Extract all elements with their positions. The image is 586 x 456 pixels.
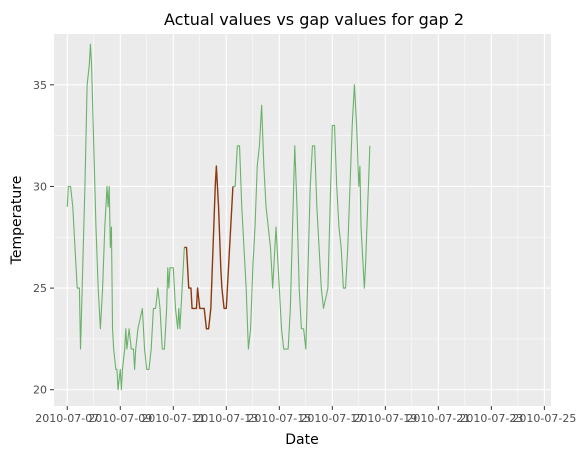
y-axis-label: Temperature <box>9 176 25 266</box>
series-lines <box>66 43 371 391</box>
x-tick-label: 2010-07-23 <box>459 412 523 425</box>
plot-panel <box>54 34 551 406</box>
actual-values-line <box>232 84 371 350</box>
x-axis-label: Date <box>285 432 318 448</box>
x-tick-label: 2010-07-07 <box>35 412 99 425</box>
x-tick-label: 2010-07-25 <box>512 412 576 425</box>
y-tick-label: 30 <box>33 180 47 193</box>
y-tick-label: 35 <box>33 79 47 92</box>
x-tick-label: 2010-07-21 <box>406 412 470 425</box>
x-tick-label: 2010-07-09 <box>88 412 152 425</box>
x-tick-label: 2010-07-17 <box>300 412 364 425</box>
y-tick-label: 20 <box>33 384 47 397</box>
x-tick-label: 2010-07-19 <box>353 412 417 425</box>
y-tick-label: 25 <box>33 282 47 295</box>
chart-title: Actual values vs gap values for gap 2 <box>164 10 464 29</box>
gap-values-line <box>184 165 234 330</box>
x-tick-label: 2010-07-15 <box>247 412 311 425</box>
axis-ticks: 2010-07-072010-07-092010-07-112010-07-13… <box>33 79 576 425</box>
x-tick-label: 2010-07-13 <box>194 412 258 425</box>
actual-values-line <box>66 43 185 391</box>
x-tick-label: 2010-07-11 <box>141 412 205 425</box>
grid-lines <box>54 34 551 406</box>
